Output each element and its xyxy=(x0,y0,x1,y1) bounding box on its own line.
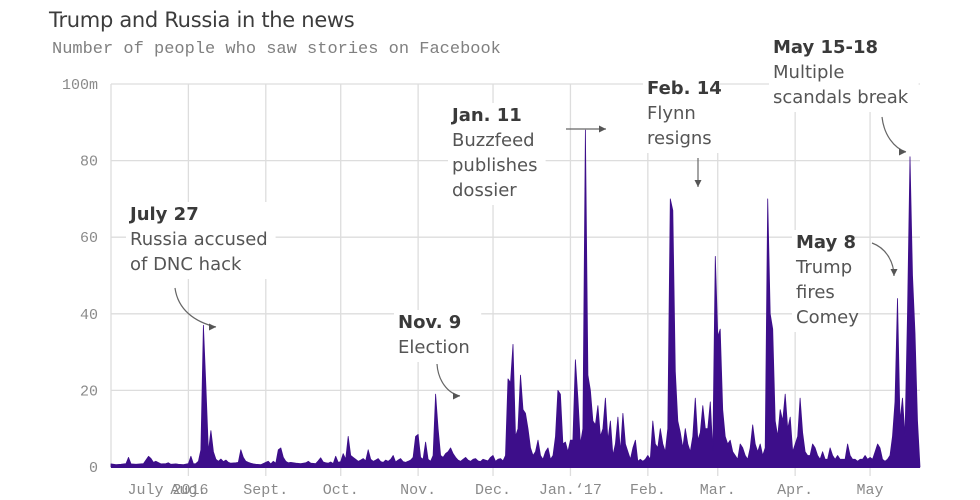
annotation-background xyxy=(769,35,919,112)
arrowhead-icon xyxy=(209,323,216,331)
annotation-background xyxy=(394,310,482,362)
annotation-text: Buzzfeed xyxy=(452,130,535,151)
x-tick-label: Oct. xyxy=(323,482,359,499)
area-series xyxy=(110,129,921,468)
annotation-text: Trump xyxy=(795,257,852,278)
y-tick-label: 20 xyxy=(80,383,98,400)
chart-title: Trump and Russia in the news xyxy=(49,8,355,32)
x-tick-label: July 2016 xyxy=(127,482,208,499)
annotation-date: Nov. 9 xyxy=(398,312,461,333)
y-tick-label: 40 xyxy=(80,307,98,324)
chart-subtitle: Number of people who saw stories on Face… xyxy=(52,40,501,59)
annotation-text: of DNC hack xyxy=(130,254,242,275)
annotation-text: Comey xyxy=(796,307,859,328)
annotation-background xyxy=(792,230,848,332)
arrowhead-icon xyxy=(890,269,898,276)
annotation-text: Multiple xyxy=(773,62,845,83)
annotation-date: Jan. 11 xyxy=(450,105,522,126)
x-tick-label: Feb. xyxy=(630,482,666,499)
arrowhead-icon xyxy=(599,125,606,133)
horizontal-gridlines xyxy=(110,83,920,467)
annotation-text: Election xyxy=(398,337,470,358)
annotation-background xyxy=(126,202,276,279)
y-tick-label: 60 xyxy=(80,230,98,247)
annotation-nov9: Nov. 9 Election xyxy=(398,312,470,400)
annotation-date: Feb. 14 xyxy=(647,78,722,99)
annotation-background xyxy=(643,76,720,153)
y-tick-label: 100m xyxy=(62,77,98,94)
arrow-icon xyxy=(436,363,461,397)
x-tick-label: Mar. xyxy=(700,482,736,499)
arrow-icon xyxy=(871,242,895,277)
annotation-text: dossier xyxy=(452,180,517,201)
annotation-text: resigns xyxy=(647,128,712,149)
x-tick-label: Dec. xyxy=(475,482,511,499)
annotation-label-backgrounds xyxy=(126,35,919,362)
annotation-jan11: Jan. 11 Buzzfeed publishes dossier xyxy=(450,105,606,201)
annotation-date: July 27 xyxy=(128,204,199,225)
y-tick-label: 80 xyxy=(80,154,98,171)
annotation-may8: May 8 Trump fires Comey xyxy=(795,232,898,328)
arrowhead-icon xyxy=(899,148,906,156)
annotations: July 27 Russia accused of DNC hack Nov. 9 El… xyxy=(128,37,909,400)
x-tick-label: Nov. xyxy=(400,482,436,499)
y-axis: 0 20 40 60 80 100m xyxy=(62,77,98,477)
arrow-icon xyxy=(881,116,907,153)
x-tick-label: Apr. xyxy=(777,482,813,499)
annotation-date: May 15-18 xyxy=(773,37,878,58)
x-tick-label: May xyxy=(857,482,884,499)
series-area xyxy=(110,129,921,468)
arrow-icon xyxy=(174,287,217,328)
annotation-background xyxy=(448,103,546,205)
annotation-text: scandals break xyxy=(773,87,909,108)
annotation-july27: July 27 Russia accused of DNC hack xyxy=(128,204,268,331)
annotation-text: publishes xyxy=(452,155,538,176)
annotation-may15: May 15-18 Multiple scandals break xyxy=(773,37,909,156)
x-tick-label: Sept. xyxy=(243,482,288,499)
annotation-text: Flynn xyxy=(647,103,696,124)
y-tick-label: 0 xyxy=(89,460,98,477)
arrowhead-icon xyxy=(694,180,702,187)
annotation-feb14: Feb. 14 Flynn resigns xyxy=(647,78,722,187)
x-tick-label: Jan.‘17 xyxy=(539,482,602,499)
x-tick-label: Aug. xyxy=(170,482,206,499)
arrowhead-icon xyxy=(453,392,460,400)
annotation-date: May 8 xyxy=(796,232,856,253)
annotation-text: Russia accused xyxy=(130,229,268,250)
annotation-text: fires xyxy=(796,282,835,303)
